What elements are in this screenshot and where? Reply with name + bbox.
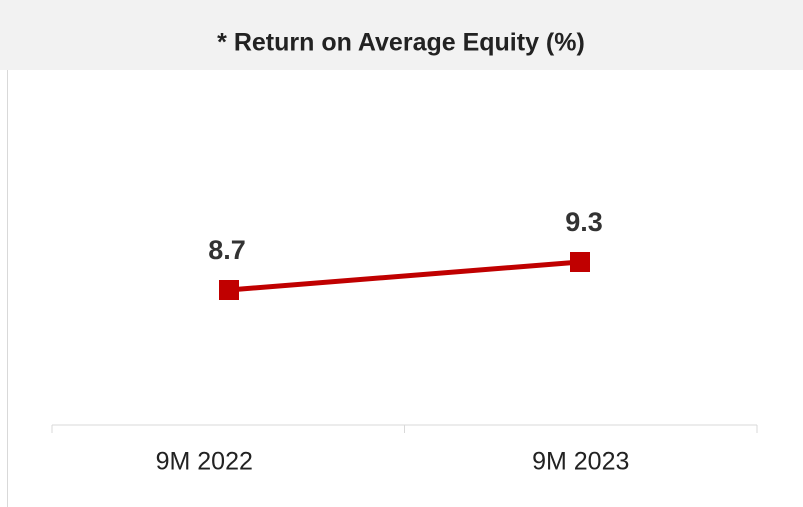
x-tick-label: 9M 2023 <box>532 448 629 476</box>
chart-title: * Return on Average Equity (%) <box>217 29 585 57</box>
x-tick-label: 9M 2022 <box>156 448 253 476</box>
title-band <box>0 0 803 70</box>
marker <box>219 280 239 300</box>
line <box>228 259 581 293</box>
data-label: 8.7 <box>208 235 246 265</box>
data-label: 9.3 <box>565 207 603 237</box>
marker <box>570 252 590 272</box>
